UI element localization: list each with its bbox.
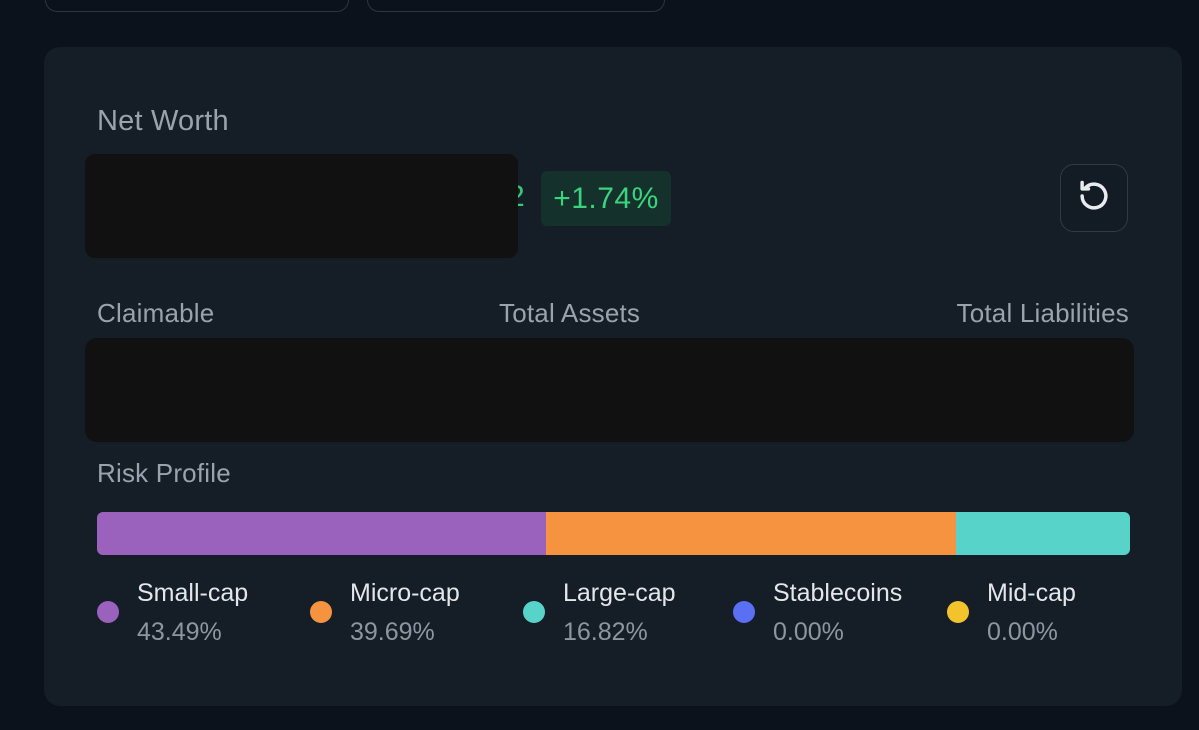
legend-percent-small-cap: 43.49% <box>137 618 222 646</box>
refresh-button[interactable] <box>1060 164 1128 232</box>
total-assets-label: Total Assets <box>499 298 641 328</box>
total-liabilities-label: Total Liabilities <box>956 298 1129 328</box>
top-tab-right[interactable] <box>367 0 665 12</box>
redacted-stats-values <box>85 338 1134 442</box>
legend-name-mid-cap: Mid-cap <box>987 579 1076 607</box>
legend-dot-stablecoins <box>733 601 755 623</box>
legend-name-micro-cap: Micro-cap <box>350 579 460 607</box>
legend-percent-large-cap: 16.82% <box>563 618 648 646</box>
claimable-label: Claimable <box>97 298 215 328</box>
legend-dot-large-cap <box>523 601 545 623</box>
net-worth-label: Net Worth <box>97 105 229 137</box>
change-percent-badge: +1.74% <box>541 171 671 226</box>
legend-name-stablecoins: Stablecoins <box>773 579 903 607</box>
refresh-icon <box>1075 177 1113 220</box>
legend-name-small-cap: Small-cap <box>137 579 249 607</box>
redacted-net-worth-value <box>85 154 518 258</box>
legend-percent-micro-cap: 39.69% <box>350 618 435 646</box>
risk-profile-bar <box>97 512 1130 555</box>
top-tab-left[interactable] <box>45 0 349 12</box>
legend-dot-micro-cap <box>310 601 332 623</box>
legend-percent-stablecoins: 0.00% <box>773 618 844 646</box>
risk-segment-small-cap <box>97 512 547 555</box>
legend-name-large-cap: Large-cap <box>563 579 676 607</box>
risk-segment-micro-cap <box>546 512 957 555</box>
risk-profile-label: Risk Profile <box>97 458 231 488</box>
legend-percent-mid-cap: 0.00% <box>987 618 1058 646</box>
net-worth-card: Net Worth 2 +1.74% Claimable Total Asset… <box>44 47 1182 706</box>
legend-dot-small-cap <box>97 601 119 623</box>
risk-segment-large-cap <box>956 512 1130 555</box>
legend-dot-mid-cap <box>947 601 969 623</box>
